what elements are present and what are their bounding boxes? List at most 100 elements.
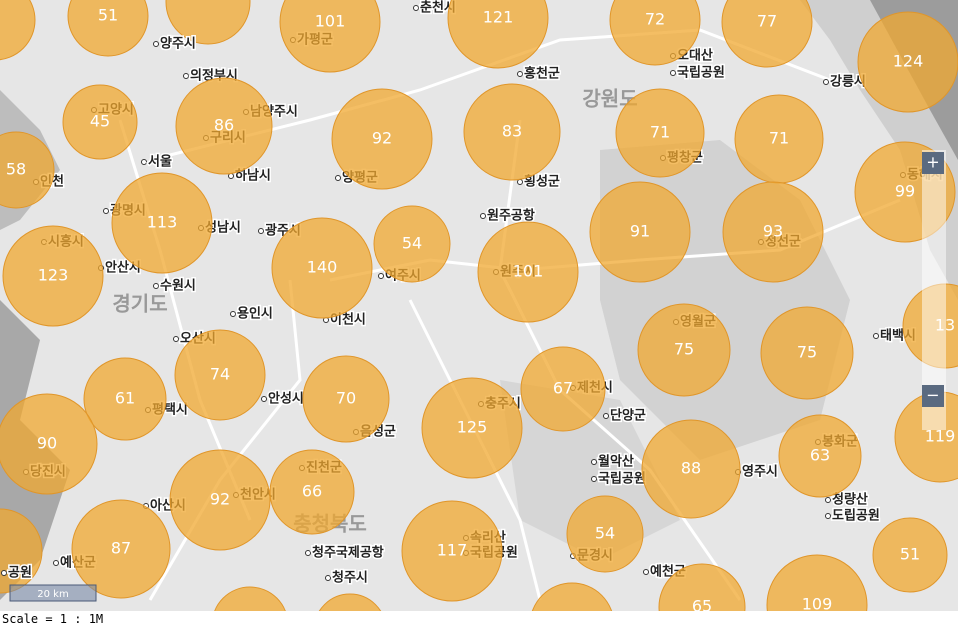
cluster-partial[interactable] [0,0,36,61]
cluster-partial[interactable] [530,582,614,611]
cluster[interactable] [463,83,561,181]
cluster[interactable] [615,88,705,178]
cluster[interactable] [373,205,451,283]
place-dot [643,569,649,575]
zoom-slider[interactable] [922,150,946,430]
cluster[interactable] [2,225,104,327]
place-label: 춘천시 [420,1,456,16]
cluster-partial[interactable] [165,0,251,45]
zoom-in-button[interactable] [922,152,944,174]
cluster-partial[interactable] [0,508,43,594]
cluster-count[interactable]: 140 [307,258,338,277]
cluster-count[interactable]: 125 [457,418,488,437]
cluster[interactable] [302,355,390,443]
cluster-count[interactable]: 67 [553,379,573,398]
cluster-count[interactable]: 113 [147,213,178,232]
place-label: 원주공항 [487,208,535,224]
cluster-count[interactable]: 99 [895,182,915,201]
cluster-count[interactable]: 51 [98,6,118,25]
cluster[interactable] [760,306,854,400]
zoom-in-label[interactable]: + [926,153,939,172]
cluster[interactable] [62,84,138,160]
cluster-count[interactable]: 119 [925,427,956,446]
place-dot [603,413,609,419]
cluster-count[interactable]: 92 [210,490,230,509]
cluster-count[interactable]: 58 [6,160,26,179]
cluster[interactable] [331,88,433,190]
cluster-count[interactable]: 87 [111,539,131,558]
cluster[interactable] [421,377,523,479]
cluster-count[interactable]: 88 [681,459,701,478]
cluster[interactable] [67,0,149,57]
cluster-count[interactable]: 72 [645,10,665,29]
cluster[interactable] [111,172,213,274]
cluster[interactable] [857,11,958,113]
cluster-count[interactable]: 71 [769,129,789,148]
cluster-count[interactable]: 75 [674,340,694,359]
zoom-out-label[interactable]: − [926,386,939,405]
place-label: 청량산 [832,492,868,508]
cluster-count[interactable]: 86 [214,116,234,135]
zoom-out-button[interactable] [922,385,944,407]
cluster[interactable] [0,131,55,209]
cluster-count[interactable]: 63 [810,446,830,465]
cluster[interactable] [447,0,549,69]
cluster[interactable] [175,77,273,175]
cluster[interactable] [271,217,373,319]
cluster-count[interactable]: 65 [692,597,712,612]
cluster-count[interactable]: 117 [437,541,468,560]
cluster-count[interactable]: 74 [210,365,230,384]
cluster[interactable] [766,554,868,611]
cluster-partial[interactable] [314,593,386,611]
cluster-count[interactable]: 101 [315,12,346,31]
map[interactable]: 춘천시양주시의정부시가평군홍천군오대산국립공원강릉시고양시남양주시구리시서울하남… [0,0,958,611]
cluster[interactable] [722,181,824,283]
cluster[interactable] [641,419,741,519]
cluster[interactable] [658,563,746,611]
cluster[interactable] [71,499,171,599]
cluster-count[interactable]: 51 [900,545,920,564]
cluster[interactable] [589,181,691,283]
place-label: 영주시 [742,465,778,480]
cluster[interactable] [637,303,731,397]
cluster-count[interactable]: 83 [502,122,522,141]
place-dot [305,550,311,556]
cluster-count[interactable]: 123 [38,266,69,285]
cluster[interactable] [83,357,167,441]
cluster[interactable] [477,221,579,323]
cluster[interactable] [269,449,355,535]
cluster-count[interactable]: 109 [802,595,833,612]
place-dot [873,333,879,339]
cluster[interactable] [872,517,948,593]
place-dot [413,5,419,11]
cluster-count[interactable]: 90 [37,434,57,453]
cluster[interactable] [520,346,606,432]
cluster[interactable] [778,414,862,498]
cluster-count[interactable]: 121 [483,8,514,27]
cluster-count[interactable]: 54 [402,234,422,253]
cluster-count[interactable]: 45 [90,112,110,131]
cluster-count[interactable]: 101 [513,262,544,281]
cluster-count[interactable]: 71 [650,123,670,142]
cluster[interactable] [174,329,266,421]
cluster[interactable] [721,0,813,68]
cluster[interactable] [279,0,381,73]
cluster-count[interactable]: 70 [336,389,356,408]
cluster[interactable] [169,449,271,551]
place-dot [153,41,159,47]
cluster-count[interactable]: 124 [893,52,924,71]
cluster[interactable] [0,393,98,495]
cluster[interactable] [566,495,644,573]
cluster[interactable] [401,500,503,602]
place-dot [825,497,831,503]
cluster-count[interactable]: 92 [372,129,392,148]
cluster-count[interactable]: 66 [302,482,322,501]
cluster-count[interactable]: 61 [115,389,135,408]
cluster-count[interactable]: 91 [630,222,650,241]
cluster[interactable] [609,0,701,66]
cluster-count[interactable]: 75 [797,343,817,362]
cluster-count[interactable]: 93 [763,222,783,241]
cluster-count[interactable]: 77 [757,12,777,31]
cluster-partial[interactable] [212,586,288,611]
cluster-count[interactable]: 54 [595,524,615,543]
